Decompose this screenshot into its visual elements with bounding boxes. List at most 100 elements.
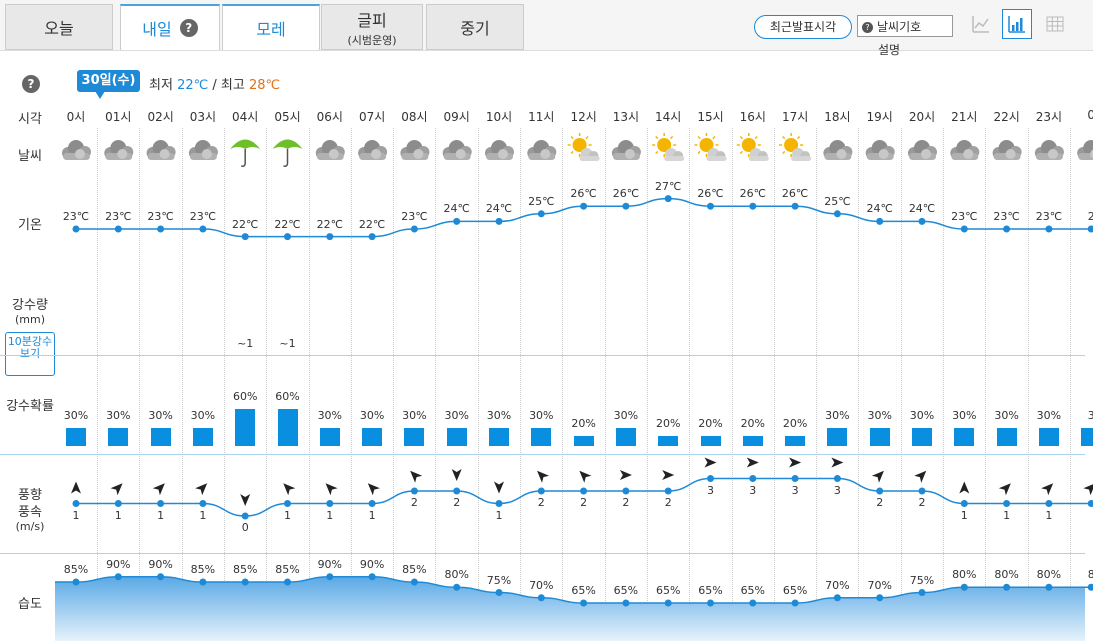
cloudy-icon [358, 140, 388, 160]
weather-symbol-select[interactable]: ? 날씨기호 [857, 15, 953, 37]
wind-speed-label: 1 [157, 508, 165, 522]
wind-direction-arrow-icon [71, 481, 81, 494]
table-view-button[interactable] [1040, 9, 1070, 39]
wind-speed-point [410, 487, 418, 495]
hour-gridline [604, 128, 606, 641]
cloudy-icon [823, 140, 853, 160]
partly-sunny-icon [694, 133, 727, 161]
humidity-label: 90% [148, 557, 173, 571]
bar-chart-view-button[interactable] [1002, 9, 1032, 39]
temperature-label: 23℃ [147, 210, 174, 223]
temperature-point [876, 217, 884, 225]
wind-direction-arrow-icon [152, 483, 165, 496]
hour-gridline [520, 128, 521, 641]
row-label-humidity: 습도 [18, 597, 42, 612]
cloudy-icon [865, 140, 895, 160]
date-badge: 30일(수) [77, 70, 140, 99]
hour-label: 16시 [739, 110, 766, 124]
wind-speed-point [368, 500, 376, 507]
hour-label: 15시 [697, 110, 724, 124]
precip-prob-label: 30% [190, 409, 216, 422]
tab-mid-term[interactable]: 중기 [426, 4, 524, 50]
wind-speed-label: 1 [72, 508, 80, 522]
rain-amount: ~1 [237, 337, 254, 350]
row-label-wind-dir: 풍향 [18, 488, 42, 503]
precip-prob-bar [235, 409, 256, 446]
help-icon[interactable]: ? [179, 19, 198, 37]
wind-direction-arrow-icon [998, 483, 1011, 496]
precip-prob-bar [700, 436, 721, 446]
humidity-label: 85% [190, 563, 216, 576]
cloudy-icon [315, 140, 345, 160]
tab-day-after[interactable]: 모레 [222, 4, 320, 50]
precip-prob-bar [869, 428, 890, 446]
precip-prob-label: 30% [613, 409, 639, 422]
wind-speed-label: 1 [1045, 508, 1053, 522]
cloudy-icon [104, 140, 134, 160]
temperature-point [918, 217, 926, 225]
cloudy-icon [1077, 140, 1093, 160]
wind-baseline [0, 553, 1085, 554]
wind-direction-arrow-icon [746, 457, 759, 468]
tab-tomorrow-content: 내일 ? [142, 16, 198, 40]
temperature-point [495, 217, 503, 225]
temperature-point [453, 217, 461, 225]
wind-speed-point [833, 475, 841, 482]
wind-speed-label: 2 [918, 496, 926, 509]
tab-today[interactable]: 오늘 [5, 4, 113, 50]
hour-gridline [858, 128, 860, 641]
temperature-point [326, 233, 334, 241]
wind-speed-label: 3 [833, 483, 841, 497]
wind-speed-point [1003, 500, 1011, 507]
partly-sunny-icon [736, 133, 769, 161]
chart-help-icon[interactable]: ? [22, 75, 40, 93]
tab-third-day[interactable]: 글피 (시범운영) [321, 4, 423, 50]
rain-baseline [0, 355, 1085, 356]
precip-prob-label: 30% [867, 409, 892, 422]
wind-speed-point [537, 487, 545, 495]
precip-prob-bar [785, 436, 806, 446]
temperature-label: 26℃ [781, 187, 809, 201]
hour-label: 19시 [866, 110, 893, 124]
wind-speed-label: 1 [199, 508, 207, 522]
hour-label: 04시 [232, 110, 259, 124]
hour-gridline [1027, 128, 1029, 641]
precip-prob-label: 30% [359, 409, 385, 422]
humidity-point [1045, 583, 1053, 591]
tab-day-after-label: 모레 [256, 20, 286, 39]
temperature-label: 24℃ [485, 202, 513, 216]
humidity-point [157, 573, 165, 581]
temperature-point [199, 225, 207, 233]
tab-tomorrow[interactable]: 내일 ? [120, 4, 220, 50]
line-chart-view-button[interactable] [966, 9, 996, 39]
hour-gridline [308, 128, 310, 641]
precip-prob-bar [912, 428, 932, 446]
tab-today-label: 오늘 [44, 19, 74, 38]
temperature-point [1003, 225, 1011, 233]
info-icon: ? [862, 22, 873, 33]
precip-prob-label: 30% [106, 409, 131, 422]
humidity-label: 85% [402, 563, 427, 576]
temp-summary: 최저 22℃ / 최고 28℃ [149, 74, 280, 93]
ten-minute-rain-button[interactable]: 10분강수보기 [5, 332, 55, 376]
humidity-label: 90% [106, 557, 131, 571]
hour-gridline [350, 128, 352, 641]
humidity-point [453, 583, 461, 591]
humidity-label: 65% [613, 584, 639, 597]
wind-speed-label: 2 [410, 496, 418, 509]
wind-direction-arrow-icon [494, 481, 504, 494]
cloudy-icon [442, 140, 472, 160]
temperature-label: 23℃ [1035, 210, 1063, 223]
max-temp: 28℃ [248, 78, 281, 93]
humidity-point [580, 599, 588, 607]
hour-gridline [731, 128, 733, 641]
wind-speed-label: 1 [284, 508, 291, 522]
wind-direction-arrow-icon [789, 457, 802, 468]
hour-label: 07시 [358, 110, 386, 124]
temperature-label: 23℃ [189, 210, 217, 223]
hour-label: 0시 [66, 110, 86, 124]
latest-release-button[interactable]: 최근발표시각 [754, 15, 852, 39]
wind-direction-arrow-icon [451, 469, 462, 481]
humidity-point [664, 599, 672, 607]
hour-gridline [562, 128, 564, 641]
